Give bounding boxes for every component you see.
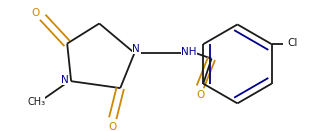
Text: O: O	[109, 122, 117, 131]
Text: NH: NH	[181, 47, 197, 57]
Text: O: O	[196, 90, 205, 100]
Text: O: O	[31, 8, 40, 18]
Text: CH₃: CH₃	[27, 97, 45, 107]
Text: Cl: Cl	[287, 38, 297, 48]
Text: N: N	[61, 75, 68, 85]
Text: N: N	[131, 44, 139, 54]
